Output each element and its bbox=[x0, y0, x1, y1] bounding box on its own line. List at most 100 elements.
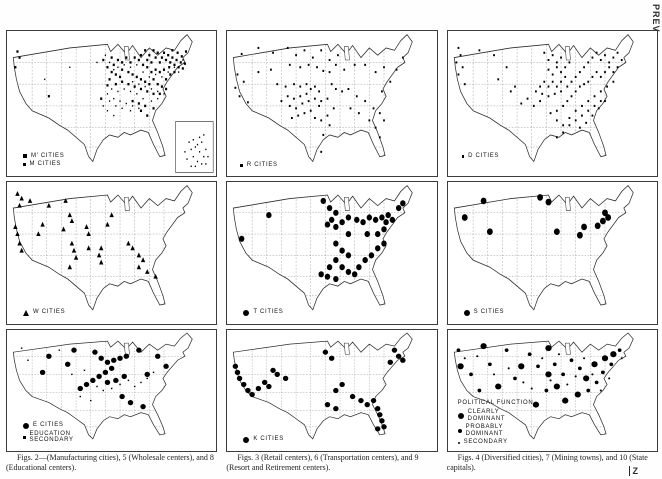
map-resort-retirement-centers: K CITIES bbox=[226, 329, 438, 452]
legend-marker-icon bbox=[243, 309, 250, 316]
legend-label: R CITIES bbox=[246, 162, 278, 169]
lake-michigan-shape bbox=[344, 342, 351, 355]
legend-marker-icon bbox=[463, 309, 470, 316]
us-outline bbox=[12, 184, 193, 311]
state-boundaries bbox=[13, 333, 193, 439]
legend-marker-icon bbox=[240, 164, 243, 167]
map-educational-centers: E CITIES EDUCATION SECONDARY bbox=[6, 329, 218, 452]
lake-michigan-shape bbox=[564, 197, 571, 211]
legend-entry: W CITIES bbox=[23, 309, 65, 316]
lake-michigan-shape bbox=[564, 342, 571, 355]
map-manufacturing-cities: M′ CITIES M CITIES bbox=[6, 30, 218, 177]
legend-marker-icon bbox=[457, 428, 462, 433]
legend-label: K CITIES bbox=[253, 436, 284, 443]
map-transportation-centers: T CITIES bbox=[226, 181, 438, 325]
legend-entry: M′ CITIES bbox=[23, 153, 64, 160]
us-map-svg bbox=[453, 332, 634, 440]
city-data-points bbox=[14, 49, 209, 168]
map-wholesale-centers: W CITIES bbox=[6, 181, 218, 325]
legend-label: PROBABLY DOMINANT bbox=[465, 424, 504, 437]
state-boundaries bbox=[233, 185, 413, 310]
nav-z-mark[interactable]: Z bbox=[628, 466, 638, 476]
legend-entry: M CITIES bbox=[23, 161, 64, 168]
legend-title: POLITICAL FUNCTION bbox=[457, 400, 534, 407]
us-map-svg bbox=[232, 332, 414, 440]
us-outline bbox=[453, 332, 634, 440]
map-legend: S CITIES bbox=[463, 307, 505, 316]
map-legend: R CITIES bbox=[240, 160, 277, 169]
legend-entry: D CITIES bbox=[461, 153, 500, 160]
us-map-svg bbox=[453, 184, 634, 311]
us-outline bbox=[233, 34, 414, 163]
map-legend: W CITIES bbox=[23, 307, 65, 316]
legend-entry: S CITIES bbox=[463, 309, 505, 316]
lake-michigan-shape bbox=[344, 197, 351, 211]
legend-marker-icon bbox=[457, 441, 460, 444]
us-map-svg bbox=[453, 34, 634, 163]
prev-button[interactable]: PREV bbox=[651, 4, 661, 33]
lake-michigan-shape bbox=[564, 46, 571, 61]
map-retail-centers: R CITIES bbox=[226, 30, 438, 177]
legend-label: SECONDARY bbox=[463, 439, 508, 446]
legend-label: M′ CITIES bbox=[31, 152, 65, 159]
state-boundaries bbox=[453, 333, 633, 439]
us-outline bbox=[233, 184, 414, 311]
us-outline bbox=[12, 34, 193, 163]
legend-entry: CLEARLY DOMINANT bbox=[457, 409, 534, 422]
city-data-points bbox=[20, 347, 169, 410]
caption-figs-2-5-8: Figs. 2—(Manufacturing cities), 5 (Whole… bbox=[6, 453, 214, 473]
map-legend: T CITIES bbox=[243, 307, 283, 316]
city-data-points bbox=[461, 194, 611, 239]
legend-label: M CITIES bbox=[29, 161, 62, 168]
legend-label: D CITIES bbox=[468, 153, 500, 160]
legend-entry: T CITIES bbox=[243, 309, 283, 316]
us-map-svg bbox=[233, 34, 414, 163]
city-data-points bbox=[455, 46, 623, 139]
state-boundaries bbox=[13, 185, 193, 310]
legend-label: E CITIES bbox=[33, 422, 64, 429]
lake-michigan-shape bbox=[123, 342, 130, 355]
us-outline bbox=[12, 332, 193, 440]
legend-entry: EDUCATION SECONDARY bbox=[23, 431, 74, 444]
us-map-svg bbox=[233, 184, 414, 311]
figure-captions: Figs. 2—(Manufacturing cities), 5 (Whole… bbox=[6, 453, 658, 478]
legend-entry: SECONDARY bbox=[457, 439, 534, 446]
map-legend: K CITIES bbox=[243, 434, 284, 443]
map-legend: M′ CITIES M CITIES bbox=[23, 151, 64, 168]
legend-label: EDUCATION SECONDARY bbox=[29, 430, 74, 444]
legend-entry: E CITIES bbox=[23, 422, 74, 429]
city-data-points bbox=[234, 46, 405, 153]
map-legend: POLITICAL FUNCTION CLEARLY DOMINANT PROBAB… bbox=[457, 400, 534, 446]
us-map-svg bbox=[12, 34, 214, 173]
map-diversified-cities: D CITIES bbox=[446, 30, 658, 177]
city-data-points bbox=[13, 190, 158, 279]
legend-marker-icon bbox=[23, 436, 26, 439]
inset-map-box bbox=[175, 121, 214, 173]
us-map-svg bbox=[12, 332, 193, 440]
legend-label: T CITIES bbox=[253, 309, 284, 316]
state-boundaries bbox=[453, 185, 633, 310]
map-state-capitals: POLITICAL FUNCTION CLEARLY DOMINANT PROBAB… bbox=[446, 329, 658, 452]
state-boundaries bbox=[13, 34, 193, 162]
legend-label: W CITIES bbox=[33, 309, 66, 316]
lake-michigan-shape bbox=[344, 46, 351, 61]
map-mining-towns: S CITIES bbox=[446, 181, 658, 325]
legend-marker-icon bbox=[243, 436, 250, 443]
legend-marker-icon bbox=[23, 154, 27, 159]
caption-figs-4-7-10: Figs. 4 (Diversified cities), 7 (Mining … bbox=[446, 453, 648, 473]
caption-figs-3-6-9: Figs. 3 (Retail centers), 6 (Transportat… bbox=[226, 453, 419, 473]
legend-label: CLEARLY DOMINANT bbox=[467, 409, 506, 422]
legend-entry: R CITIES bbox=[240, 162, 277, 169]
legend-marker-icon bbox=[23, 309, 29, 316]
legend-entry: K CITIES bbox=[243, 436, 284, 443]
map-legend: E CITIES EDUCATION SECONDARY bbox=[23, 420, 74, 444]
us-map-svg bbox=[12, 184, 193, 311]
legend-marker-icon bbox=[23, 163, 26, 166]
map-legend: D CITIES bbox=[461, 151, 500, 160]
us-outline bbox=[453, 34, 634, 163]
legend-marker-icon bbox=[457, 412, 464, 419]
city-data-points bbox=[239, 197, 406, 283]
city-data-points bbox=[456, 343, 623, 408]
state-boundaries bbox=[233, 34, 413, 162]
